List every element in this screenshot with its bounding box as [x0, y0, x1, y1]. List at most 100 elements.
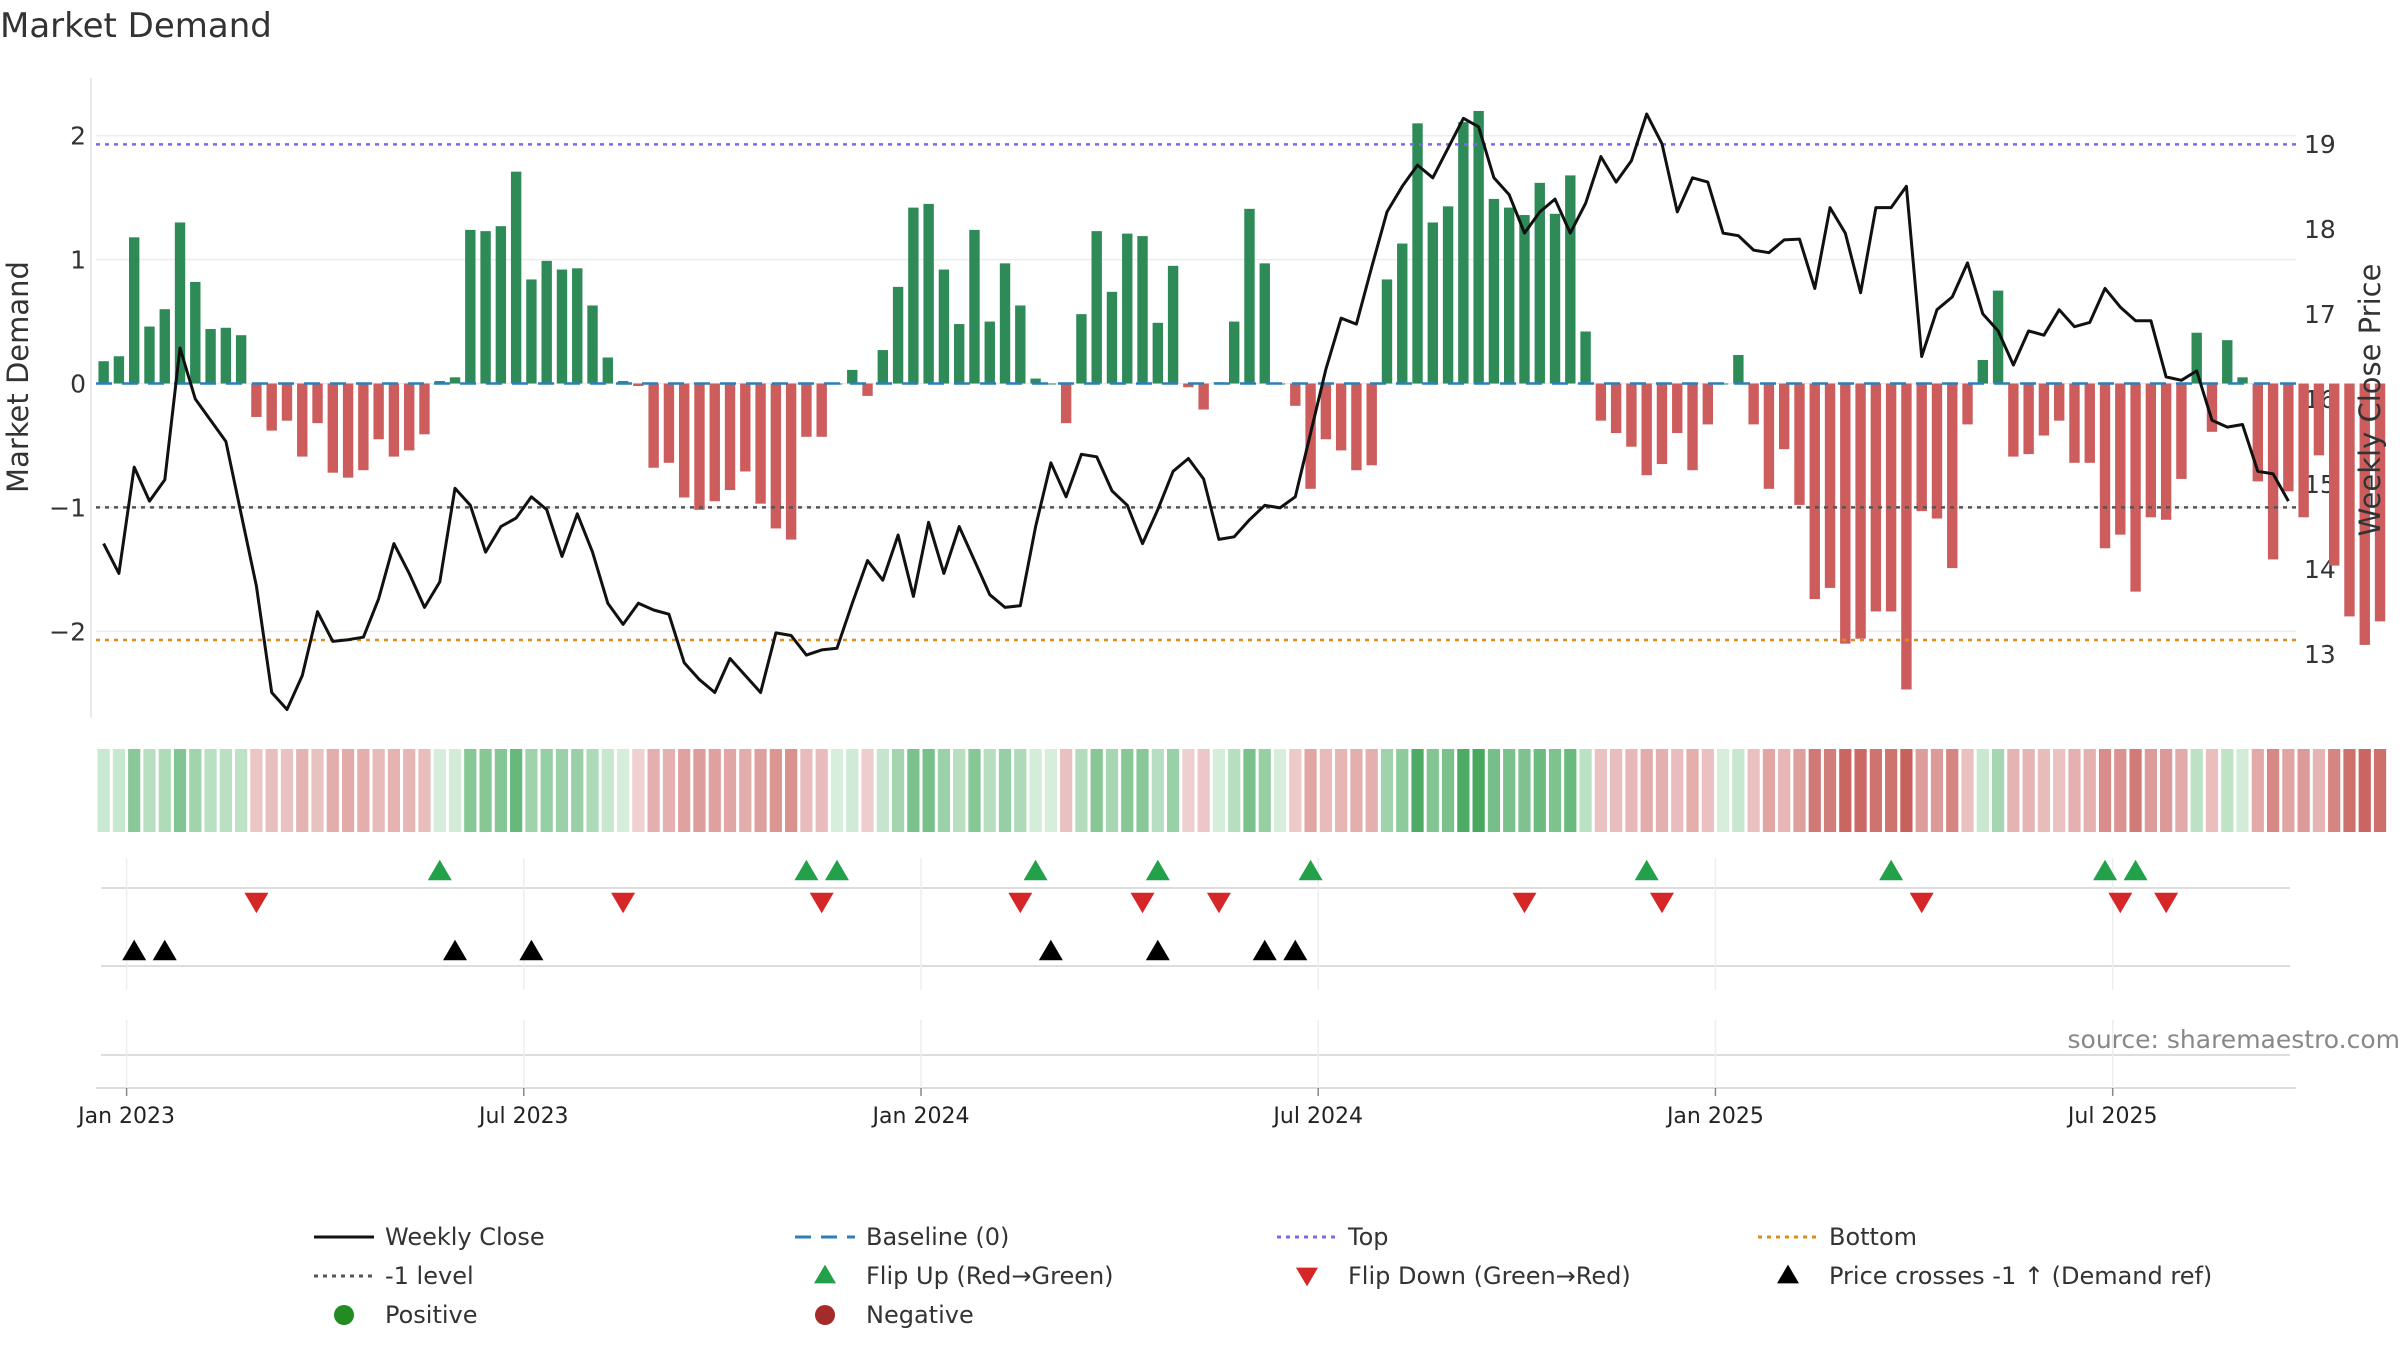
- demand-bar: [1610, 383, 1622, 434]
- demand-bar: [1656, 383, 1668, 465]
- heat-strip-cell: [861, 749, 874, 832]
- heat-strip-cell: [1610, 749, 1623, 832]
- flip-down-marker: [1008, 892, 1033, 914]
- demand-bar: [465, 229, 476, 384]
- demand-bar: [2054, 383, 2065, 421]
- heat-strip-cell: [1946, 749, 1959, 832]
- demand-bar: [724, 383, 736, 491]
- heat-strip-cell: [1686, 749, 1699, 832]
- heat-strip-cell: [1701, 749, 1714, 832]
- demand-bar: [2130, 383, 2141, 592]
- demand-bar: [297, 383, 308, 457]
- heat-strip-cell: [2236, 749, 2249, 832]
- heat-strip-cell: [235, 749, 248, 832]
- heat-strip-cell: [1044, 749, 1057, 832]
- demand-bar: [312, 383, 323, 424]
- legend-item-weekly_close: Weekly Close: [314, 1223, 545, 1251]
- heat-strip-cell: [1930, 749, 1944, 832]
- demand-bar: [1672, 383, 1683, 434]
- heat-strip-cell: [464, 749, 477, 832]
- demand-bar: [2099, 383, 2111, 549]
- legend-label: Flip Down (Green→Red): [1348, 1262, 1631, 1290]
- demand-bar: [2359, 383, 2370, 645]
- heat-strip-cell: [2266, 749, 2280, 832]
- demand-bar: [847, 369, 858, 384]
- demand-bar: [1106, 291, 1118, 384]
- legend-swatch: [1777, 1264, 1799, 1284]
- heat-strip-cell: [2358, 749, 2371, 832]
- demand-bar: [251, 383, 262, 417]
- demand-bar: [190, 281, 201, 384]
- legend-label: Price crosses -1 ↑ (Demand ref): [1829, 1262, 2212, 1290]
- heat-strip-cell: [1548, 749, 1562, 832]
- demand-bar: [984, 321, 995, 384]
- demand-bar: [694, 383, 705, 510]
- heat-strip-cell: [1915, 749, 1928, 832]
- heat-strip-cell: [1900, 749, 1913, 832]
- demand-bar: [679, 383, 690, 498]
- demand-bar: [770, 383, 782, 529]
- flip-up-marker: [2093, 859, 2118, 881]
- demand-bar: [281, 383, 293, 421]
- heat-strip-cell: [891, 749, 905, 832]
- heat-strip-cell: [830, 749, 844, 832]
- demand-bar: [1565, 175, 1576, 384]
- demand-bar: [2206, 383, 2218, 432]
- flip-down-marker: [244, 892, 269, 914]
- flip-up-marker: [794, 859, 819, 881]
- demand-bar: [1549, 213, 1561, 384]
- heat-strip-cell: [540, 749, 553, 832]
- demand-bar: [633, 383, 644, 386]
- weekly-close-line: [102, 112, 2290, 711]
- demand-bar: [785, 383, 797, 540]
- heat-strip-cell: [1625, 749, 1638, 832]
- legend-item-top: Top: [1277, 1223, 1389, 1251]
- demand-bar: [1015, 305, 1026, 384]
- heat-strip-cell: [1136, 749, 1149, 832]
- heat-strip-cell: [1441, 749, 1455, 832]
- demand-bar: [1641, 383, 1652, 476]
- demand-bar: [1947, 383, 1958, 569]
- heat-strip-cell: [1747, 749, 1760, 832]
- heat-strip-cell: [769, 749, 782, 832]
- heat-strip-cell: [1182, 749, 1195, 832]
- demand-bar: [1366, 383, 1377, 466]
- heat-strip-cell: [2068, 749, 2081, 832]
- legend-item-baseline: Baseline (0): [795, 1223, 1009, 1251]
- demand-bar: [587, 305, 598, 384]
- legend-swatch: [334, 1305, 354, 1325]
- heat-strip-cell: [1579, 749, 1592, 832]
- heat-strip-cell: [586, 749, 599, 832]
- heat-strip-cell: [632, 749, 645, 832]
- demand-bar: [1412, 123, 1423, 384]
- flip-down-marker: [2154, 892, 2179, 914]
- heat-strip-cell: [662, 749, 676, 832]
- heat-strip-cell: [1839, 749, 1852, 832]
- heat-strip-cell: [937, 749, 951, 832]
- demand-bar: [159, 309, 170, 384]
- demand-bar: [1962, 383, 1973, 425]
- demand-bar: [1626, 383, 1637, 447]
- heat-strip-cell: [815, 749, 828, 832]
- heat-strip-cell: [1273, 749, 1287, 832]
- heat-strip-cell: [1778, 749, 1791, 832]
- demand-bar: [1519, 215, 1530, 384]
- heat-strip-cell: [708, 749, 721, 832]
- heat-strip-cell: [1457, 749, 1470, 832]
- heat-strip-cell: [1258, 749, 1271, 832]
- heat-strip-cell: [754, 749, 767, 832]
- demand-bar: [1504, 207, 1515, 384]
- demand-bar: [2267, 383, 2279, 560]
- right-axis-label: Weekly Close Price: [2353, 264, 2387, 537]
- left-tick-label: −2: [49, 617, 86, 646]
- demand-bar: [419, 383, 430, 435]
- demand-bar: [1442, 206, 1454, 384]
- heat-strip-cell: [1518, 749, 1531, 832]
- demand-bars: [98, 110, 2386, 690]
- legend-item-positive: Positive: [334, 1301, 478, 1329]
- demand-bar: [1763, 383, 1775, 489]
- heat-strip-cell: [1487, 749, 1501, 832]
- x-tick-label: Jan 2023: [76, 1104, 175, 1129]
